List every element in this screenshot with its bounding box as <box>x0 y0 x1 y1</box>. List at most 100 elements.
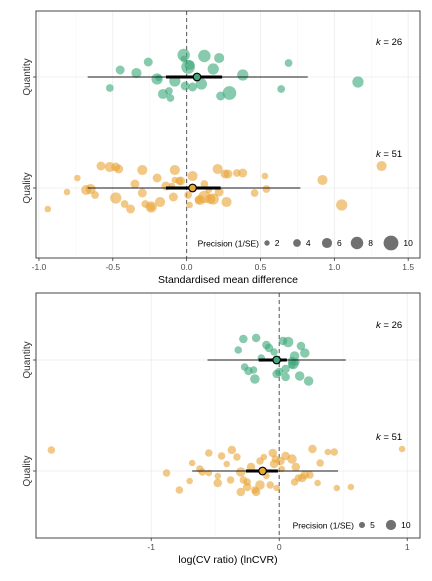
x-tick-label: 1.5 <box>402 262 414 272</box>
effect-size-point <box>198 49 211 63</box>
effect-size-point <box>143 57 153 67</box>
effect-size-point <box>330 448 338 456</box>
effect-size-point <box>212 163 223 175</box>
legend-size-key <box>350 236 364 250</box>
effect-size-point <box>137 188 147 198</box>
effect-size-point <box>198 468 207 476</box>
k-symbol: k <box>376 320 382 331</box>
effect-size-point <box>186 201 193 209</box>
plot-background <box>36 11 420 258</box>
legend-size-key <box>321 237 333 249</box>
panel-border <box>35 292 421 539</box>
effect-size-point <box>214 187 224 197</box>
effect-size-point <box>105 84 114 92</box>
effect-size-point <box>242 482 252 492</box>
effect-size-point <box>236 487 246 497</box>
effect-size-point <box>47 446 56 454</box>
effect-size-point <box>260 453 268 461</box>
effect-size-point <box>300 348 310 358</box>
effect-size-point <box>262 185 271 193</box>
effect-size-point <box>281 451 290 461</box>
k-value: = 51 <box>381 432 402 443</box>
y-category-label: Quality <box>22 455 33 486</box>
x-tick-label: -1.0 <box>32 262 47 272</box>
y-category-label: Quantity <box>22 341 33 378</box>
y-category-label: Quantity <box>22 58 33 95</box>
x-tick-label: 0.5 <box>255 262 267 272</box>
effect-size-point <box>294 371 305 381</box>
pooled-estimate <box>258 466 267 476</box>
k-label: k = 51 <box>376 149 402 160</box>
effect-size-point <box>284 59 293 67</box>
effect-size-point <box>232 169 241 177</box>
effect-size-point <box>186 477 193 485</box>
effect-size-point <box>63 188 71 196</box>
legend-size-key <box>383 235 399 251</box>
effect-size-point <box>177 48 190 62</box>
legend-size-key <box>358 521 366 529</box>
effect-size-point <box>115 65 125 75</box>
effect-size-point <box>274 367 284 377</box>
effect-size-point <box>152 173 162 183</box>
effect-size-point <box>236 467 246 477</box>
effect-size-point <box>273 484 280 492</box>
pooled-estimate <box>192 72 202 82</box>
legend-size-key <box>385 519 397 531</box>
effect-size-point <box>155 196 166 208</box>
effect-size-point <box>233 453 241 461</box>
effect-size-point <box>266 481 274 489</box>
effect-size-point <box>157 88 169 100</box>
effect-size-point <box>347 483 355 491</box>
legend-title: Precision (1/SE) <box>198 239 260 249</box>
effect-size-point <box>333 484 341 492</box>
effect-size-point <box>269 459 279 469</box>
effect-size-point <box>175 486 184 494</box>
k-label: k = 26 <box>376 320 402 331</box>
effect-size-point <box>239 334 248 344</box>
effect-size-point <box>246 462 256 472</box>
effect-size-point <box>205 193 216 205</box>
x-tick-label: 1.0 <box>328 262 340 272</box>
effect-size-point <box>85 183 96 195</box>
chart-panel-2: k = 26 Quantity k = 51 Quality Precision (1/… <box>22 292 421 566</box>
effect-size-point <box>222 86 237 100</box>
effect-size-point <box>296 341 306 351</box>
effect-size-point <box>376 160 387 172</box>
x-tick-label: -1 <box>147 542 155 552</box>
effect-size-point <box>207 63 219 75</box>
legend-value: 8 <box>368 238 373 248</box>
plot-background <box>36 293 420 538</box>
effect-size-point <box>292 358 300 366</box>
effect-size-point <box>303 376 314 386</box>
effect-size-point <box>226 476 235 484</box>
legend-title: Precision (1/SE) <box>293 521 355 531</box>
effect-size-point <box>255 480 265 490</box>
effect-size-point <box>237 69 249 81</box>
effect-size-point <box>184 191 192 199</box>
x-axis-title: Standardised mean difference <box>158 274 298 286</box>
x-axis-title: log(CV ratio) (lnCVR) <box>178 554 277 566</box>
effect-size-point <box>120 200 129 208</box>
x-tick-label: 0.0 <box>181 262 193 272</box>
effect-size-point <box>277 85 286 93</box>
effect-size-point <box>214 52 225 64</box>
effect-size-point <box>291 462 301 472</box>
effect-size-point <box>168 192 178 202</box>
effect-size-point <box>169 164 180 176</box>
effect-size-point <box>162 469 171 477</box>
legend-value: 4 <box>306 238 311 248</box>
effect-size-point <box>294 474 303 482</box>
legend-size-key <box>293 239 301 247</box>
effect-size-point <box>250 374 260 384</box>
effect-size-point <box>74 174 81 182</box>
effect-size-point <box>221 196 232 208</box>
effect-size-point <box>281 372 290 382</box>
effect-size-point <box>126 204 135 214</box>
legend-value: 10 <box>401 520 411 530</box>
k-symbol: k <box>376 37 382 48</box>
effect-size-point <box>251 333 261 343</box>
effect-size-point <box>147 203 156 211</box>
effect-size-point <box>270 348 278 356</box>
k-value: = 51 <box>381 149 402 160</box>
